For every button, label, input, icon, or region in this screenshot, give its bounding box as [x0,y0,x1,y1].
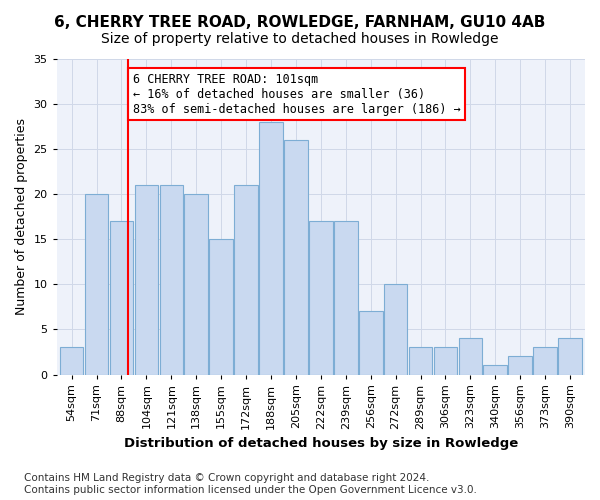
Bar [209,240,233,374]
Bar [309,222,332,374]
Bar [184,194,208,374]
Bar [558,338,582,374]
Bar [484,366,507,374]
Bar [334,222,358,374]
Bar [160,185,183,374]
Bar [85,194,109,374]
Bar [134,185,158,374]
X-axis label: Distribution of detached houses by size in Rowledge: Distribution of detached houses by size … [124,437,518,450]
Y-axis label: Number of detached properties: Number of detached properties [15,118,28,316]
Text: 6, CHERRY TREE ROAD, ROWLEDGE, FARNHAM, GU10 4AB: 6, CHERRY TREE ROAD, ROWLEDGE, FARNHAM, … [55,15,545,30]
Bar [259,122,283,374]
Text: Size of property relative to detached houses in Rowledge: Size of property relative to detached ho… [101,32,499,46]
Bar [60,348,83,374]
Bar [110,222,133,374]
Bar [234,185,258,374]
Bar [533,348,557,374]
Bar [458,338,482,374]
Text: 6 CHERRY TREE ROAD: 101sqm
← 16% of detached houses are smaller (36)
83% of semi: 6 CHERRY TREE ROAD: 101sqm ← 16% of deta… [133,72,461,116]
Bar [384,284,407,374]
Bar [359,312,383,374]
Bar [508,356,532,374]
Text: Contains HM Land Registry data © Crown copyright and database right 2024.
Contai: Contains HM Land Registry data © Crown c… [24,474,477,495]
Bar [434,348,457,374]
Bar [284,140,308,374]
Bar [409,348,433,374]
